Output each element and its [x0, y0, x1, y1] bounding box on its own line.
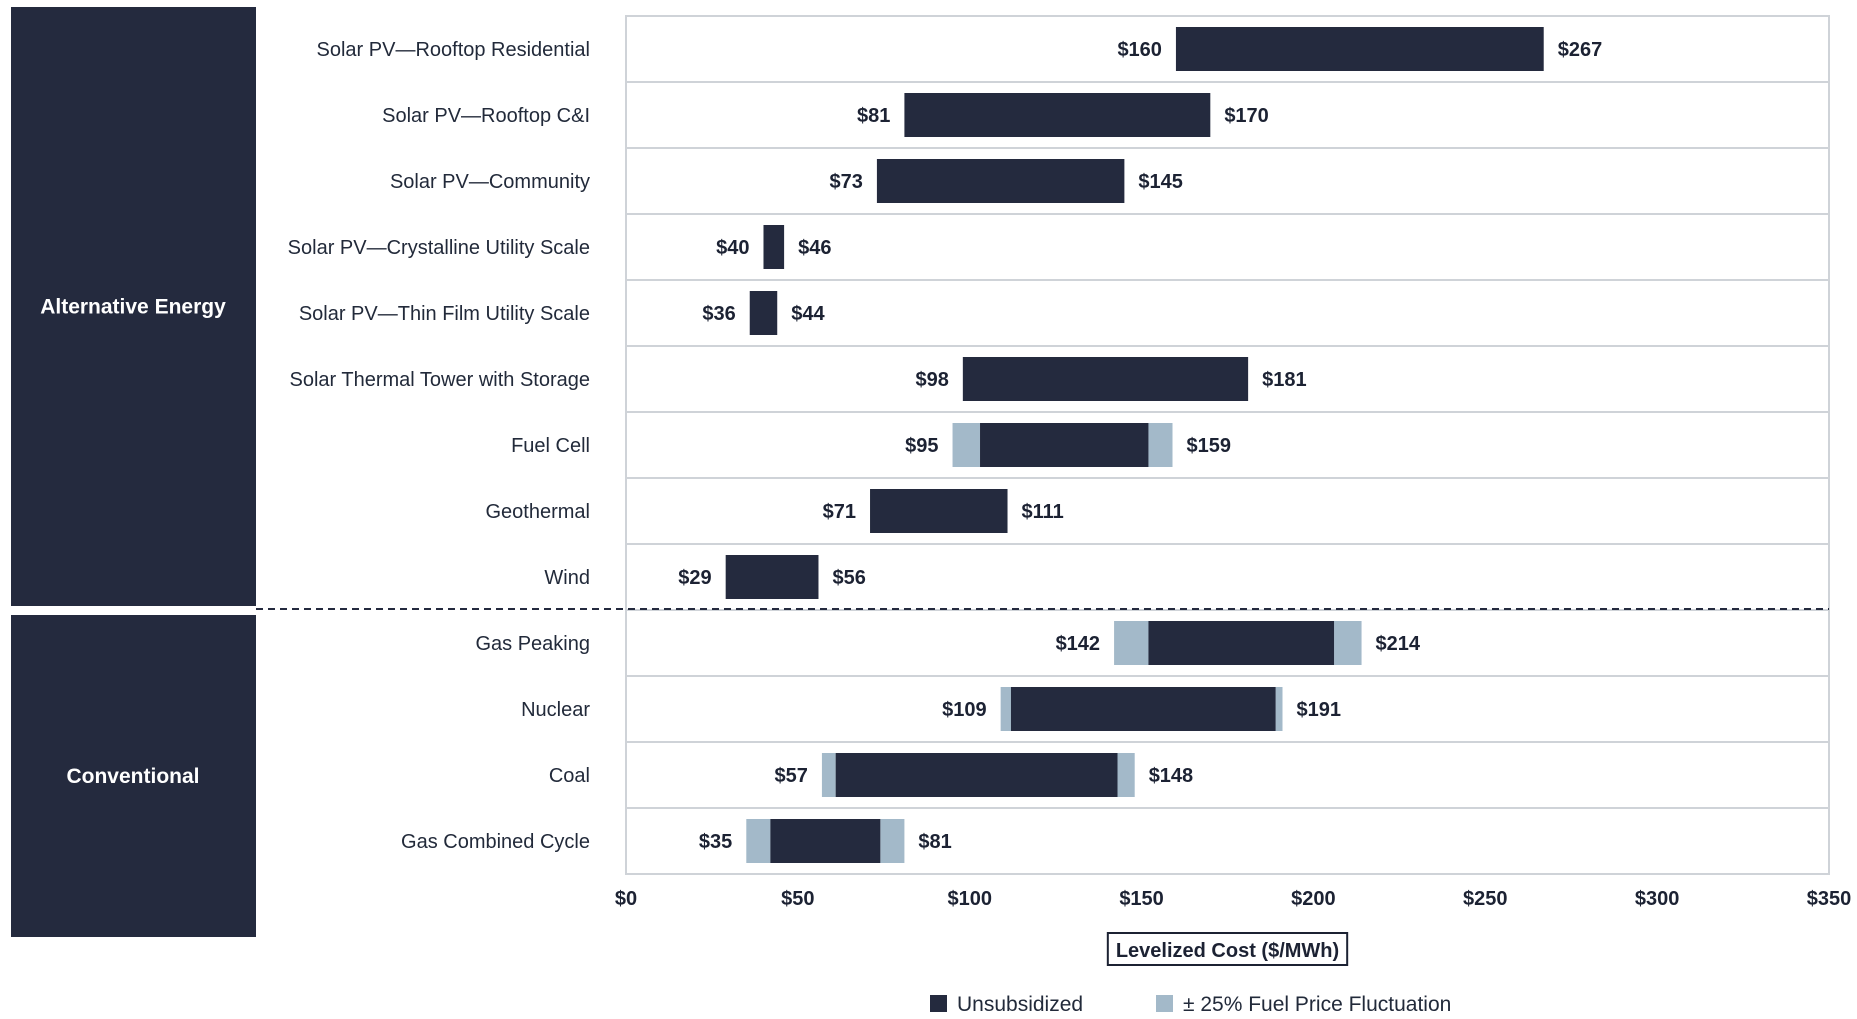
- category-label-solar-pv-rooftop-c-i: Solar PV—Rooftop C&I: [382, 105, 590, 127]
- value-label-high-gas-combined-cycle: $81: [918, 831, 951, 853]
- x-tick-label: $150: [1119, 888, 1164, 910]
- labels: Solar PV—Rooftop Residential $160 $267 Sola…: [288, 39, 1603, 853]
- value-label-high-solar-pv-rooftop-c-i: $170: [1224, 105, 1269, 127]
- bar-fluctuation-high-fuel-cell: [1148, 423, 1173, 467]
- bar-unsubsidized-solar-thermal-tower-with-storage: [962, 357, 1249, 401]
- bar-fluctuation-high-coal: [1117, 753, 1135, 797]
- bar-unsubsidized-gas-combined-cycle: [770, 819, 881, 863]
- category-label-solar-pv-crystalline-utility-scale: Solar PV—Crystalline Utility Scale: [288, 237, 590, 259]
- value-label-low-solar-pv-rooftop-residential: $160: [1117, 39, 1162, 61]
- category-label-solar-pv-thin-film-utility-scale: Solar PV—Thin Film Utility Scale: [299, 303, 590, 325]
- legend-swatch-unsubsidized: [930, 995, 947, 1012]
- bar-unsubsidized-wind: [725, 555, 819, 599]
- bar-unsubsidized-solar-pv-rooftop-residential: [1175, 27, 1544, 71]
- value-label-low-wind: $29: [678, 567, 711, 589]
- bar-fluctuation-high-gas-peaking: [1334, 621, 1362, 665]
- value-label-low-gas-peaking: $142: [1056, 633, 1101, 655]
- x-tick-label: $350: [1807, 888, 1852, 910]
- value-label-high-wind: $56: [832, 567, 865, 589]
- value-label-low-fuel-cell: $95: [905, 435, 938, 457]
- category-label-wind: Wind: [544, 567, 590, 589]
- legend: Unsubsidized ± 25% Fuel Price Fluctuation: [930, 993, 1451, 1016]
- group-bands: Alternative Energy Conventional: [11, 7, 256, 937]
- value-label-low-coal: $57: [775, 765, 808, 787]
- value-label-high-coal: $148: [1149, 765, 1194, 787]
- legend-label-25-fuel-price-fluctuation: ± 25% Fuel Price Fluctuation: [1183, 993, 1451, 1016]
- legend-label-unsubsidized: Unsubsidized: [957, 993, 1083, 1016]
- category-label-solar-pv-community: Solar PV—Community: [390, 171, 590, 193]
- bar-unsubsidized-solar-pv-rooftop-c-i: [904, 93, 1211, 137]
- category-label-gas-peaking: Gas Peaking: [475, 633, 590, 655]
- x-tick-label: $100: [947, 888, 992, 910]
- value-label-high-solar-pv-rooftop-residential: $267: [1558, 39, 1603, 61]
- group-band-alternative-energy: [11, 7, 256, 606]
- group-label-alternative-energy: Alternative Energy: [40, 296, 226, 319]
- bar-fluctuation-low-gas-combined-cycle: [746, 819, 771, 863]
- bar-unsubsidized-solar-pv-crystalline-utility-scale: [763, 225, 785, 269]
- value-label-high-solar-pv-community: $145: [1138, 171, 1183, 193]
- category-label-nuclear: Nuclear: [521, 699, 590, 721]
- value-label-low-solar-pv-crystalline-utility-scale: $40: [716, 237, 749, 259]
- bar-unsubsidized-geothermal: [870, 489, 1008, 533]
- value-label-low-solar-pv-community: $73: [830, 171, 863, 193]
- category-label-solar-pv-rooftop-residential: Solar PV—Rooftop Residential: [317, 39, 590, 61]
- category-label-fuel-cell: Fuel Cell: [511, 435, 590, 457]
- bar-unsubsidized-fuel-cell: [980, 423, 1149, 467]
- value-label-high-gas-peaking: $214: [1376, 633, 1421, 655]
- category-label-geothermal: Geothermal: [486, 501, 591, 523]
- value-label-low-solar-thermal-tower-with-storage: $98: [915, 369, 948, 391]
- value-label-high-geothermal: $111: [1022, 501, 1064, 523]
- bar-fluctuation-high-gas-combined-cycle: [880, 819, 905, 863]
- bar-fluctuation-low-fuel-cell: [952, 423, 981, 467]
- bar-unsubsidized-gas-peaking: [1148, 621, 1335, 665]
- x-tick-label: $0: [615, 888, 637, 910]
- value-label-low-gas-combined-cycle: $35: [699, 831, 732, 853]
- plot-frame: [256, 15, 1830, 875]
- value-label-high-nuclear: $191: [1296, 699, 1341, 721]
- bar-unsubsidized-solar-pv-community: [876, 159, 1125, 203]
- x-tick-label: $250: [1463, 888, 1508, 910]
- value-label-low-solar-pv-thin-film-utility-scale: $36: [702, 303, 735, 325]
- x-tick-label: $200: [1291, 888, 1336, 910]
- category-label-coal: Coal: [549, 765, 590, 787]
- group-label-conventional: Conventional: [66, 765, 199, 788]
- value-label-high-solar-pv-crystalline-utility-scale: $46: [798, 237, 831, 259]
- value-label-high-solar-pv-thin-film-utility-scale: $44: [791, 303, 825, 325]
- bar-fluctuation-low-gas-peaking: [1114, 621, 1149, 665]
- bar-fluctuation-high-nuclear: [1275, 687, 1283, 731]
- bar-fluctuation-low-coal: [821, 753, 836, 797]
- value-label-low-nuclear: $109: [942, 699, 987, 721]
- plot-border: [625, 15, 1830, 875]
- x-axis-title-box: [1106, 932, 1349, 966]
- x-axis-title: Levelized Cost ($/MWh): [1116, 940, 1339, 962]
- value-label-high-solar-thermal-tower-with-storage: $181: [1262, 369, 1307, 391]
- group-band-conventional: [11, 615, 256, 937]
- bar-unsubsidized-nuclear: [1010, 687, 1276, 731]
- value-label-low-solar-pv-rooftop-c-i: $81: [857, 105, 890, 127]
- bar-unsubsidized-coal: [835, 753, 1118, 797]
- x-axis: $0 $50 $100 $150 $200 $250 $300 $350 Levelized C…: [615, 888, 1852, 966]
- category-label-gas-combined-cycle: Gas Combined Cycle: [401, 831, 590, 853]
- legend-swatch-25-fuel-price-fluctuation: [1156, 995, 1173, 1012]
- bar-unsubsidized-solar-pv-thin-film-utility-scale: [749, 291, 778, 335]
- value-label-low-geothermal: $71: [823, 501, 856, 523]
- value-label-high-fuel-cell: $159: [1187, 435, 1232, 457]
- x-tick-label: $300: [1635, 888, 1680, 910]
- x-tick-label: $50: [781, 888, 814, 910]
- category-label-solar-thermal-tower-with-storage: Solar Thermal Tower with Storage: [289, 369, 590, 391]
- bars: [725, 27, 1544, 863]
- bar-fluctuation-low-nuclear: [1000, 687, 1011, 731]
